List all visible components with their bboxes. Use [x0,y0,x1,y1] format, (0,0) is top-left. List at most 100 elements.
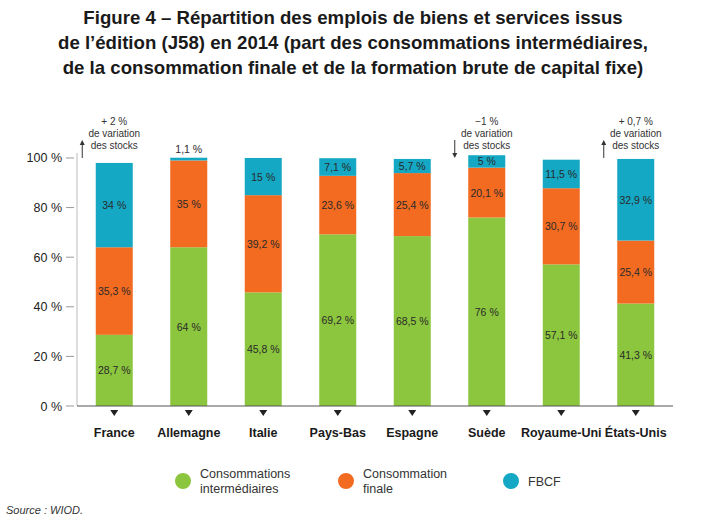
data-label: 34 % [102,199,126,211]
bar-segment [245,292,282,406]
stock-arrow-head [601,140,606,145]
legend-label: FBCF [528,475,561,489]
bars [96,155,655,406]
bar-segment [394,173,431,236]
legend-swatch [337,472,355,490]
legend-label: Consommationfinale [363,467,447,496]
bar-segment [543,160,580,189]
bar-segment [543,264,580,406]
x-tick-label: Allemagne [157,426,220,440]
stock-note: + 0,7 % [619,116,653,127]
data-label: 25,4 % [619,266,652,278]
bar-segment [319,234,356,406]
stock-note: des stocks [612,140,659,151]
stock-note: des stocks [91,140,138,151]
data-label: 25,4 % [396,199,429,211]
bar-segment [96,163,133,247]
category-marker [259,410,267,416]
category-marker [334,410,342,416]
data-label: 57,1 % [545,329,578,341]
bar-segment [468,168,505,218]
title: de la consommation finale et de la forma… [63,57,644,78]
data-labels: 28,7 %35,3 %34 %64 %35 %1,1 %45,8 %39,2 … [98,143,652,377]
y-tick [66,406,74,407]
data-label: 32,9 % [619,194,652,206]
bar-segment [468,155,505,167]
bar-segment [394,159,431,173]
y-tick-label: 0 % [40,400,62,414]
y-tick-label: 60 % [34,251,63,265]
category-marker [185,410,193,416]
legend-line: Consommation [363,467,447,481]
stock-note: + 2 % [101,116,127,127]
y-tick [66,157,74,158]
data-label: 76 % [475,306,499,318]
data-label: 45,8 % [247,343,280,355]
data-label: 30,7 % [545,220,578,232]
bar-segment [394,236,431,406]
data-label: 5 % [478,155,496,167]
bar-segment [170,160,207,247]
category-marker [632,410,640,416]
category-marker [408,410,416,416]
stock-arrow [454,140,455,154]
x-tick-label: Italie [249,426,278,440]
stock-note: −1 % [475,116,498,127]
title: de l’édition (J58) en 2014 (part des con… [58,32,648,53]
data-label: 23,6 % [321,199,354,211]
baseline [77,406,673,407]
bar-segment [170,247,207,406]
source: Source : WIOD. [6,504,83,516]
data-label: 41,3 % [619,349,652,361]
chart: Figure 4 – Répartition des emplois de bi… [0,0,706,524]
y-tick [66,257,74,258]
bar-segment [468,217,505,406]
y-tick-label: 100 % [27,151,62,165]
y-tick [66,306,74,307]
data-label: 5,7 % [399,160,426,172]
bar-segment [319,176,356,235]
legend-line: finale [363,482,393,496]
data-label: 7,1 % [324,161,351,173]
category-marker [557,410,565,416]
bar-segment [96,247,133,335]
title: Figure 4 – Répartition des emplois de bi… [83,7,622,28]
y-tick-label: 20 % [34,350,63,364]
bar-segment [617,159,654,241]
data-label: 68,5 % [396,315,429,327]
data-label: 35,3 % [98,285,131,297]
data-label: 11,5 % [545,168,577,180]
bar-segment [96,335,133,406]
data-label: 28,7 % [98,364,131,376]
bar-segment [245,158,282,195]
bar-segment [170,158,207,161]
data-label: 64 % [177,321,201,333]
stock-arrow-head [80,140,85,145]
x-tick-label: Pays-Bas [310,426,366,440]
legend-swatch [174,472,192,490]
stock-note: de variation [610,128,662,139]
x-tick-label: États-Unis [605,425,667,440]
stock-arrow [603,144,604,158]
stock-arrow [82,144,83,158]
stock-note: des stocks [463,140,510,151]
y-axis [77,153,78,406]
stock-arrow-head [452,153,457,158]
x-tick-label: Espagne [386,426,438,440]
stock-note: de variation [461,128,513,139]
y-tick [66,207,74,208]
data-label: 20,1 % [470,187,503,199]
legend-label: Consommationsintermédiaires [200,467,290,496]
data-label: 69,2 % [321,314,354,326]
y-tick-label: 80 % [34,201,63,215]
stock-note: de variation [88,128,140,139]
legend-line: Consommations [200,467,290,481]
data-label: 15 % [251,171,275,183]
bar-segment [617,304,654,406]
x-tick-label: Suède [468,426,506,440]
x-tick-label: Royaume-Uni [521,426,602,440]
bar-segment [543,188,580,264]
bar-segment [319,158,356,176]
legend-line: intermédiaires [200,482,279,496]
x-tick-label: France [94,426,135,440]
